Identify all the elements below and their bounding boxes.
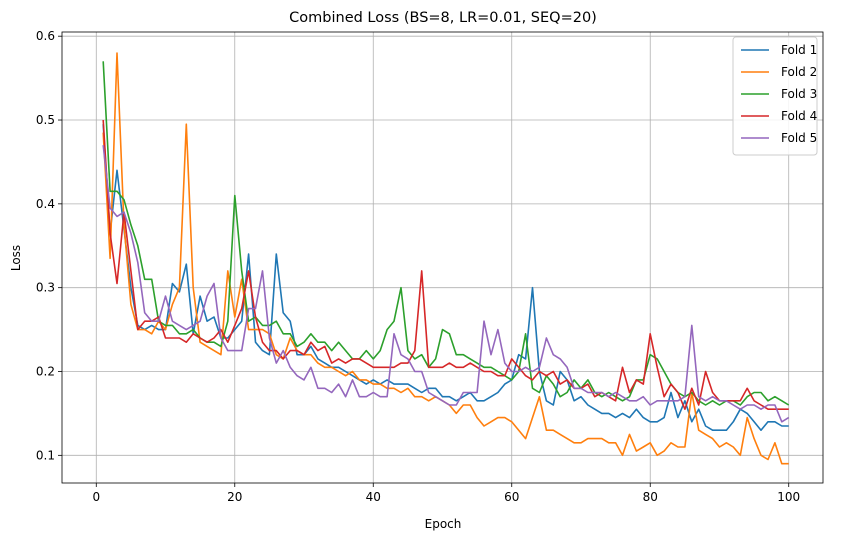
legend: Fold 1 Fold 2 Fold 3 Fold 4 Fold 5 [732,36,818,156]
y-tick-label: 0.1 [36,448,55,462]
series-line-fold-1 [102,124,789,432]
plot-area [62,32,823,483]
series-lines [102,52,790,465]
y-tick-label: 0.5 [36,113,55,127]
x-tick-label: 100 [777,490,800,504]
chart-title: Combined Loss (BS=8, LR=0.01, SEQ=20) [289,10,597,26]
x-tick-label: 20 [227,490,242,504]
y-tick-label: 0.4 [36,197,55,211]
legend-label: Fold 2 [781,65,817,79]
legend-label: Fold 4 [781,109,817,123]
x-tick-label: 0 [92,490,100,504]
y-tick-label: 0.6 [36,29,55,43]
legend-label: Fold 5 [781,131,817,145]
x-tick-label: 40 [366,490,381,504]
x-tick-label: 80 [643,490,658,504]
y-axis-title: Loss [9,245,23,271]
series-line-fold-5 [102,145,790,423]
x-axis-title: Epoch [425,517,462,531]
y-tick-label: 0.3 [36,281,55,295]
legend-label: Fold 3 [781,87,817,101]
x-tick-label: 60 [504,490,519,504]
axis-ticks: 0 20 40 60 80 100 0.1 0.2 0.3 0.4 0.5 0.6 [36,29,800,504]
legend-label: Fold 1 [781,43,817,57]
y-tick-label: 0.2 [36,365,55,379]
legend-box [732,36,818,156]
series-line-fold-4 [102,119,789,411]
axes-frame [61,31,824,484]
